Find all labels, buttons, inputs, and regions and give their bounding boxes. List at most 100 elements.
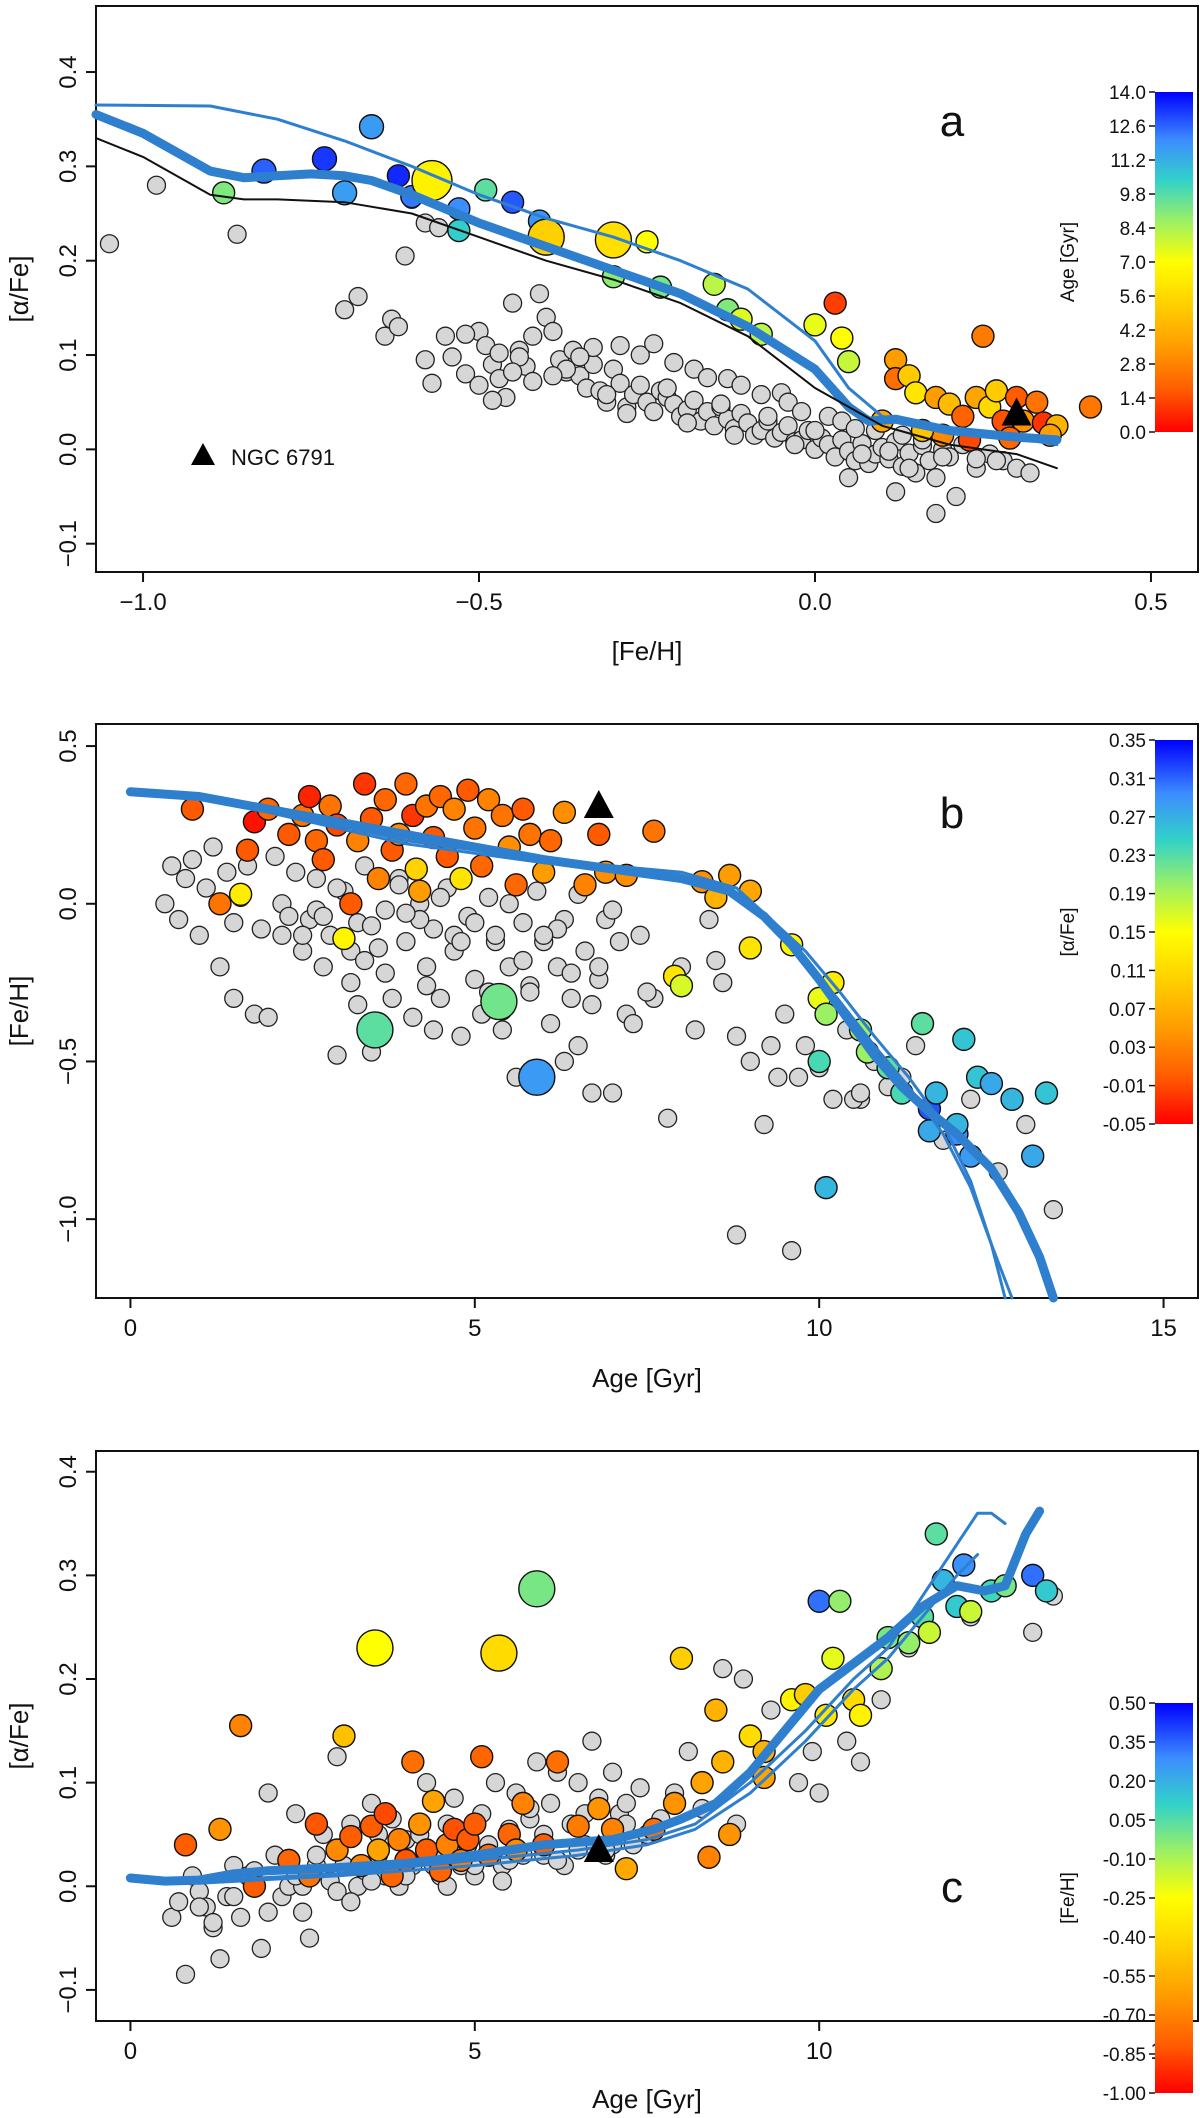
gray-point: [251, 1938, 271, 1959]
colored-point: [823, 291, 847, 315]
gray-point: [175, 1964, 196, 1985]
gray-point: [630, 925, 650, 945]
ngc6791-marker: [1001, 397, 1032, 426]
gray-point: [210, 1949, 230, 1969]
colored-point: [971, 324, 995, 348]
colored-point: [173, 1833, 198, 1857]
gray-point: [871, 1690, 891, 1710]
gray-point: [442, 347, 462, 367]
gray-point: [761, 1036, 781, 1056]
colored-point: [910, 1011, 935, 1036]
colored-point-group: [180, 772, 1059, 1200]
colored-point: [332, 1724, 356, 1748]
colored-point: [373, 787, 397, 812]
colorbar-tick-label: 0.20: [1109, 1772, 1146, 1793]
colorbar-tick-label: 0.50: [1109, 1694, 1146, 1715]
gray-point: [1020, 463, 1040, 483]
colored-point: [449, 866, 473, 891]
gray-point: [561, 963, 581, 983]
gray-point: [396, 903, 416, 923]
gray-point: [451, 931, 471, 952]
x-tick-label: 10: [806, 2038, 833, 2065]
gray-point: [230, 1907, 251, 1928]
gray-point: [146, 175, 167, 195]
gray-point: [306, 1845, 327, 1865]
colored-point: [504, 873, 528, 897]
gray-point: [224, 988, 244, 1009]
colored-point: [821, 1646, 845, 1670]
gray-point: [478, 887, 499, 908]
gray-point: [617, 403, 637, 424]
colored-point: [828, 1589, 852, 1613]
legend: NGC 6791: [191, 443, 335, 470]
colorbar-tick-label: -0.10: [1103, 1850, 1146, 1871]
gray-point: [265, 846, 285, 867]
gray-point: [527, 881, 547, 901]
gray-point: [788, 1067, 809, 1087]
colored-point: [228, 1713, 253, 1738]
colorbar-labels: 0.35 0.31 0.27 0.23 0.19 0.15 0.11 0.07 0.03 -0.0…: [1103, 731, 1155, 1136]
model-curve: [266, 807, 1007, 1300]
colorbar-tick-label: 4.2: [1120, 321, 1146, 342]
colored-point: [208, 892, 232, 916]
colorbar-tick-label: -0.05: [1103, 1115, 1146, 1136]
panel-letter: b: [940, 789, 964, 838]
gray-point: [451, 1026, 471, 1046]
colored-point: [373, 1802, 397, 1826]
gray-point: [375, 326, 395, 346]
gray-point: [802, 1741, 822, 1762]
gray-point: [583, 337, 603, 358]
gray-point: [775, 1004, 795, 1024]
colorbar-title: [Fe/H]: [1058, 1872, 1079, 1924]
colored-point: [332, 926, 356, 951]
gray-point: [415, 350, 435, 370]
gray-point: [227, 224, 247, 244]
panel-b: 0 5 10 15 −1.0 −0.5 0.0 0.5 Age [Gyr] [Fe/H] b…: [4, 723, 1199, 1393]
colored-point: [952, 1027, 976, 1052]
cluster-markers: [1001, 397, 1032, 426]
gray-point: [189, 925, 209, 945]
gray-point: [354, 856, 375, 876]
colorbar-tick-label: 0.19: [1109, 885, 1146, 906]
gray-point: [805, 420, 825, 441]
model-curves: [125, 1506, 1045, 1886]
gray-point: [341, 1892, 361, 1912]
y-tick-label: 0.3: [55, 1559, 82, 1592]
gray-point: [258, 1783, 278, 1803]
colorbar-tick-label: 0.35: [1109, 1733, 1146, 1754]
gray-point: [348, 995, 368, 1015]
gray-point: [543, 366, 563, 386]
y-tick-label: −0.1: [55, 1966, 82, 2013]
colorbar-tick-label: -0.55: [1103, 1967, 1146, 1988]
colorbar-tick-label: 0.11: [1110, 961, 1146, 982]
colored-point: [573, 873, 597, 897]
colored-point: [463, 1812, 487, 1836]
colored-point: [704, 1698, 728, 1722]
gray-point: [534, 925, 554, 945]
colored-point: [518, 1058, 556, 1096]
gray-point: [1043, 1200, 1064, 1220]
colored-point: [394, 772, 418, 796]
gray-point: [597, 385, 617, 405]
colored-point: [917, 1620, 942, 1645]
colored-point: [904, 381, 928, 405]
colored-point: [366, 866, 391, 891]
gray-point: [582, 1083, 602, 1103]
colorbar-alpha: 0.35 0.31 0.27 0.23 0.19 0.15 0.11 0.07 0.03 -0.0…: [1058, 731, 1193, 1136]
gray-point: [838, 468, 859, 488]
colorbar-feh: 0.50 0.35 0.20 0.05 -0.10 -0.25 -0.40 -0.55 -0.7…: [1058, 1694, 1193, 2105]
gray-point: [292, 1902, 313, 1922]
gray-point: [946, 486, 966, 507]
gray-point: [455, 364, 476, 384]
colorbar-tick-label: 8.4: [1120, 219, 1147, 240]
colorbar-tick-label: 1.4: [1120, 389, 1147, 410]
colored-point: [311, 847, 335, 872]
y-axis: −1.0 −0.5 0.0 0.5: [55, 729, 96, 1243]
colored-point: [738, 936, 763, 960]
colored-point: [566, 1814, 590, 1838]
colored-point: [339, 892, 363, 916]
colored-point: [1020, 1144, 1045, 1168]
colored-point: [545, 1750, 570, 1774]
gray-point: [272, 925, 292, 945]
